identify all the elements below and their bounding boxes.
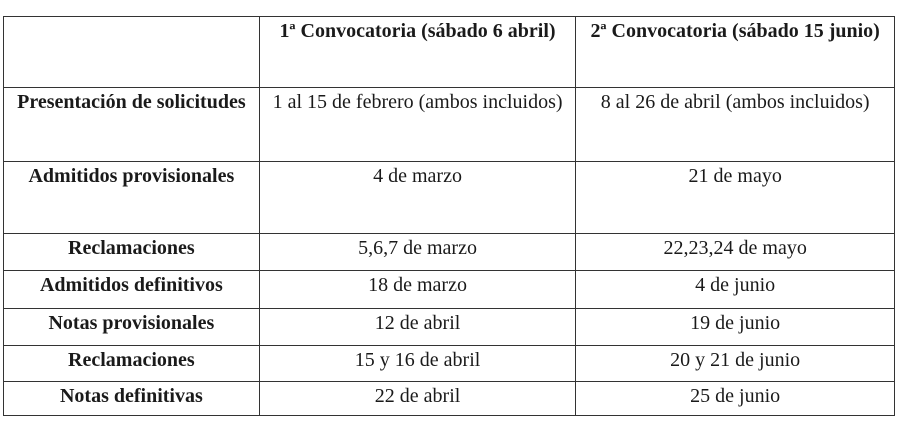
row-label: Reclamaciones	[3, 233, 260, 271]
table-cell: 20 y 21 de junio	[575, 345, 895, 382]
column-header	[3, 16, 260, 88]
row-label: Reclamaciones	[3, 345, 260, 382]
table-cell: 22 de abril	[258, 381, 577, 416]
table-row: Reclamaciones 5,6,7 de marzo 22,23,24 de m…	[3, 233, 895, 271]
table-cell: 22,23,24 de mayo	[575, 233, 895, 271]
row-label: Presentación de solicitudes	[3, 87, 260, 162]
table-cell: 5,6,7 de marzo	[258, 233, 577, 271]
table-row: Reclamaciones 15 y 16 de abril 20 y 21 de …	[3, 345, 895, 382]
table-cell: 1 al 15 de febrero (ambos incluidos)	[258, 87, 577, 162]
header-row: 1ª Convocatoria (sábado 6 abril) 2ª Convo…	[3, 16, 895, 88]
row-label: Admitidos provisionales	[3, 161, 260, 234]
column-header: 1ª Convocatoria (sábado 6 abril)	[258, 16, 577, 88]
table-cell: 25 de junio	[575, 381, 895, 416]
table-cell: 19 de junio	[575, 308, 895, 346]
schedule-table: 1ª Convocatoria (sábado 6 abril) 2ª Convo…	[3, 16, 895, 416]
row-label: Admitidos definitivos	[3, 270, 260, 309]
table-cell: 12 de abril	[258, 308, 577, 346]
table-row: Notas provisionales 12 de abril 19 de juni…	[3, 308, 895, 346]
row-label: Notas definitivas	[3, 381, 260, 416]
table-row: Admitidos provisionales 4 de marzo 21 de m…	[3, 161, 895, 234]
table-row: Notas definitivas 22 de abril 25 de junio	[3, 381, 895, 416]
table-cell: 4 de junio	[575, 270, 895, 309]
row-label: Notas provisionales	[3, 308, 260, 346]
table-row: Admitidos definitivos 18 de marzo 4 de jun…	[3, 270, 895, 309]
table-cell: 4 de marzo	[258, 161, 577, 234]
table-cell: 15 y 16 de abril	[258, 345, 577, 382]
table-cell: 21 de mayo	[575, 161, 895, 234]
column-header: 2ª Convocatoria (sábado 15 junio)	[575, 16, 895, 88]
table-cell: 18 de marzo	[258, 270, 577, 309]
table-cell: 8 al 26 de abril (ambos incluidos)	[575, 87, 895, 162]
table-row: Presentación de solicitudes 1 al 15 de fe…	[3, 87, 895, 162]
